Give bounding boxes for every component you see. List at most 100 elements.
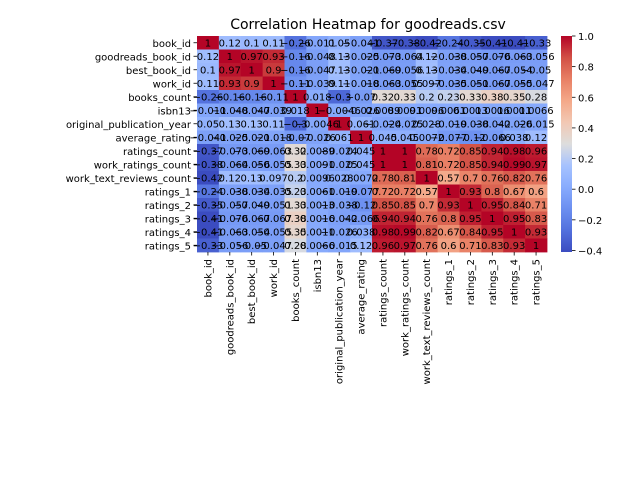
cell-value-label: −0.015 (518, 120, 555, 131)
cell-value-label: 0.85 (459, 147, 481, 158)
heatmap-cell (350, 49, 373, 64)
cell-value-label: −0.11 (258, 93, 289, 104)
heatmap-cell (197, 90, 220, 104)
cell-value-label: −0.055 (255, 228, 292, 239)
heatmap-cell (284, 63, 307, 77)
heatmap-cell (328, 63, 351, 77)
colorbar: 1.0 0.8 0.6 0.4 0.2 0.0 −0.2 −0.4 (561, 32, 602, 257)
heatmap-cell (415, 90, 439, 104)
colorbar-tick-label: 1.0 (578, 32, 594, 43)
cell-value-label: −0.063 (255, 147, 292, 158)
x-tick-label: ratings_1 (444, 259, 455, 305)
cell-value-label: 0.82 (416, 228, 438, 239)
cell-value-label: 0.1 (200, 66, 216, 77)
cell-value-label: −0.3 (327, 93, 351, 104)
y-tick-label: ratings_2 (145, 201, 191, 212)
cell-value-label: 0.72 (372, 187, 394, 198)
heatmap-cell (459, 90, 482, 104)
heatmap-cell (415, 225, 439, 239)
heatmap-cell (503, 49, 526, 64)
heatmap-cell (525, 198, 548, 212)
cell-value-label: 0.038 (500, 133, 529, 144)
heatmap-cell (306, 130, 329, 145)
cell-value-label: 0.028 (325, 174, 354, 185)
heatmap-cell (525, 103, 548, 118)
cell-value-label: 1 (205, 39, 211, 50)
cell-value-label: 0.32 (284, 147, 306, 158)
heatmap-cell (503, 63, 526, 77)
heatmap-cell (306, 211, 329, 226)
heatmap-cell (393, 103, 417, 118)
cell-value-label: 0.045 (369, 133, 398, 144)
cell-value-label: 0.045 (347, 147, 376, 158)
cell-value-label: 1 (445, 187, 451, 198)
cell-value-label: 1 (292, 93, 298, 104)
heatmap-cell (372, 144, 395, 158)
y-tick-label: books_count (128, 93, 191, 104)
x-tick-label: work_ratings_count (400, 259, 411, 356)
cell-value-label: 0.67 (503, 187, 525, 198)
cell-value-label: −0.24 (433, 39, 464, 50)
heatmap-cell (306, 63, 329, 77)
cell-value-label: 0.12 (416, 52, 438, 63)
heatmap-cell (372, 171, 395, 185)
cell-value-label: −0.018 (255, 133, 292, 144)
heatmap-cell (393, 63, 417, 77)
cell-value-label: 0.0072 (344, 174, 379, 185)
cell-value-label: 0.2 (419, 93, 435, 104)
cell-value-label: −0.05 (236, 241, 267, 252)
cell-value-label: −0.069 (364, 66, 401, 77)
heatmap-cell (503, 157, 526, 172)
cell-value-label: −0.047 (255, 241, 292, 252)
cell-value-label: −0.024 (321, 147, 358, 158)
heatmap-cell (437, 103, 460, 118)
cell-value-label: 0.12 (525, 133, 547, 144)
cell-value-label: 0.76 (481, 174, 503, 185)
cell-value-label: −0.021 (233, 133, 270, 144)
heatmap-cell (459, 76, 482, 91)
cell-value-label: −0.41 (477, 39, 508, 50)
cell-value-label: 0.23 (437, 93, 459, 104)
heatmap-cell (284, 90, 307, 104)
heatmap-cell (350, 211, 373, 226)
heatmap-cell (459, 225, 482, 239)
heatmap-cell (437, 225, 460, 239)
heatmap-cell (350, 90, 373, 104)
cell-value-label: 0.0066 (300, 241, 335, 252)
cell-value-label: −0.047 (299, 66, 336, 77)
cell-value-label: −0.41 (193, 228, 224, 239)
cell-value-label: 0.1 (244, 39, 260, 50)
heatmap-cell (525, 184, 548, 199)
cell-value-label: 0.38 (284, 214, 306, 225)
cell-value-label: 0.67 (437, 228, 459, 239)
y-tick-label: work_id (153, 79, 191, 90)
cell-value-label: −0.011 (299, 39, 336, 50)
cell-value-label: −0.0046 (318, 106, 361, 117)
cell-value-label: 0.35 (284, 228, 306, 239)
heatmap-cell (503, 130, 526, 145)
heatmap-cell (415, 63, 439, 77)
cell-value-label: −0.026 (299, 133, 336, 144)
heatmap-cell (262, 49, 285, 64)
heatmap-cell (350, 157, 373, 172)
heatmap-cell (262, 211, 285, 226)
cell-value-label: 0.94 (394, 214, 416, 225)
heatmap-cell (437, 238, 460, 253)
heatmap-cell (525, 171, 548, 185)
heatmap-cell (306, 171, 329, 185)
heatmap-cell (240, 49, 264, 64)
cell-value-label: −0.37 (193, 147, 224, 158)
heatmap-cell (459, 184, 482, 199)
cell-value-label: −0.038 (321, 201, 358, 212)
heatmap-cell (393, 211, 417, 226)
heatmap-cell (372, 211, 395, 226)
cell-value-label: −0.07 (280, 133, 311, 144)
heatmap-cell (218, 36, 242, 50)
heatmap-cell (459, 103, 482, 118)
heatmap-cell (393, 76, 417, 91)
cell-value-label: −0.33 (193, 241, 224, 252)
cell-value-label: 0.96 (525, 147, 547, 158)
heatmap-cell (328, 184, 351, 199)
cell-value-label: 0.94 (372, 214, 394, 225)
cell-value-label: −0.066 (343, 214, 380, 225)
